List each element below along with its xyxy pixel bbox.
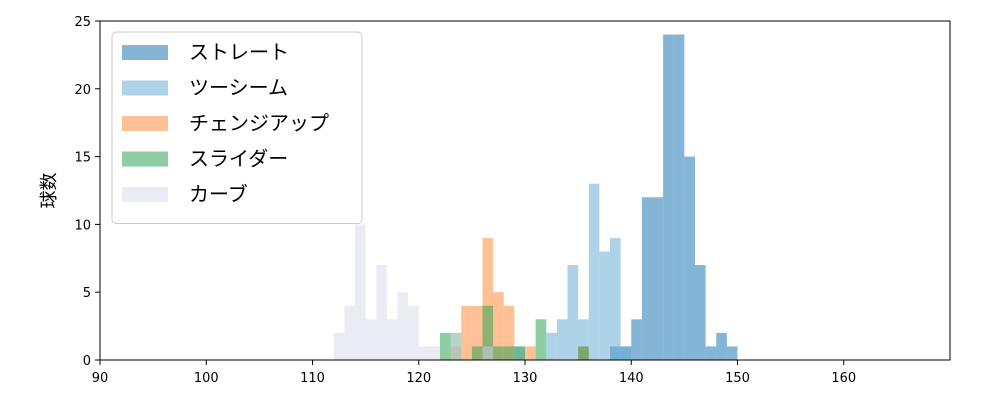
histogram-bar-series-1 bbox=[578, 319, 589, 360]
histogram-bar-series-4 bbox=[482, 346, 494, 360]
histogram-bar-series-2 bbox=[471, 305, 483, 360]
y-tick-label: 25 bbox=[74, 15, 91, 30]
x-axis: 90 100 110 120 130 140 150 160 bbox=[92, 360, 856, 386]
histogram-bar-series-4 bbox=[397, 292, 409, 360]
legend-box bbox=[111, 31, 363, 224]
histogram-bar-series-4 bbox=[355, 224, 366, 360]
histogram-bar-series-3 bbox=[493, 346, 504, 360]
legend-label: カーブ bbox=[189, 182, 248, 206]
histogram-bar-series-0 bbox=[695, 265, 706, 360]
y-axis: 0 5 10 15 20 25 bbox=[74, 15, 100, 369]
histogram-bar-series-0 bbox=[641, 197, 653, 360]
x-tick-label: 110 bbox=[300, 371, 325, 386]
histogram-bar-series-1 bbox=[610, 237, 621, 360]
histogram-bar-series-3 bbox=[578, 346, 589, 360]
histogram-bar-series-0 bbox=[631, 319, 642, 360]
histogram-bar-series-0 bbox=[673, 34, 685, 361]
histogram-bars bbox=[333, 34, 738, 361]
histogram-bar-series-4 bbox=[376, 265, 387, 360]
histogram-bar-series-4 bbox=[386, 319, 398, 360]
y-tick-label: 15 bbox=[74, 151, 91, 166]
y-axis-label: 球数 bbox=[39, 173, 60, 209]
histogram-bar-series-3 bbox=[535, 319, 547, 360]
histogram-bar-series-1 bbox=[556, 319, 568, 360]
histogram-bar-series-4 bbox=[450, 332, 462, 360]
histogram-bar-series-1 bbox=[588, 183, 600, 360]
histogram-bar-series-2 bbox=[461, 305, 472, 360]
x-tick-label: 100 bbox=[194, 371, 219, 386]
histogram-bar-series-0 bbox=[663, 34, 674, 361]
histogram-bar-series-4 bbox=[418, 346, 430, 360]
legend-swatch bbox=[122, 80, 168, 96]
histogram-bar-series-3 bbox=[482, 305, 494, 360]
histogram-bar-series-3 bbox=[471, 346, 483, 360]
y-tick-label: 20 bbox=[74, 83, 91, 98]
histogram-bar-series-3 bbox=[514, 346, 525, 360]
y-tick-label: 5 bbox=[83, 286, 91, 301]
x-tick-label: 90 bbox=[92, 371, 109, 386]
histogram-bar-series-2 bbox=[525, 346, 536, 360]
histogram-bar-series-2 bbox=[503, 305, 515, 360]
x-tick-label: 130 bbox=[513, 371, 538, 386]
histogram-bar-series-1 bbox=[620, 346, 632, 360]
histogram-bar-series-0 bbox=[684, 156, 695, 360]
x-tick-label: 120 bbox=[406, 371, 431, 386]
histogram-bar-series-0 bbox=[652, 197, 664, 360]
x-tick-label: 140 bbox=[619, 371, 644, 386]
legend-label: チェンジアップ bbox=[189, 111, 329, 135]
x-tick-label: 160 bbox=[831, 371, 856, 386]
y-tick-label: 0 bbox=[83, 354, 91, 369]
histogram-bar-series-0 bbox=[705, 346, 717, 360]
histogram-bar-series-1 bbox=[599, 251, 610, 360]
histogram-bar-series-4 bbox=[429, 346, 440, 360]
y-tick-label: 10 bbox=[74, 218, 91, 233]
histogram-bar-series-4 bbox=[333, 332, 345, 360]
legend-swatch bbox=[122, 45, 168, 60]
histogram-bar-series-3 bbox=[503, 346, 515, 360]
legend-swatch bbox=[122, 187, 168, 202]
legend-swatch bbox=[122, 116, 168, 131]
histogram-bar-series-1 bbox=[546, 332, 557, 360]
histogram-bar-series-2 bbox=[493, 292, 504, 360]
histogram-bar-series-4 bbox=[344, 305, 355, 360]
histogram-bar-series-0 bbox=[716, 332, 727, 360]
histogram-bar-series-4 bbox=[365, 319, 377, 360]
x-tick-label: 150 bbox=[725, 371, 750, 386]
legend-label: ストレート bbox=[189, 40, 289, 64]
histogram-bar-series-4 bbox=[408, 305, 419, 360]
histogram-bar-series-3 bbox=[440, 332, 451, 360]
legend-label: ツーシーム bbox=[189, 76, 288, 100]
histogram-bar-series-2 bbox=[482, 237, 494, 360]
legend-label: スライダー bbox=[189, 147, 288, 171]
histogram-bar-series-1 bbox=[567, 265, 579, 360]
histogram-bar-series-0 bbox=[726, 346, 738, 360]
legend-swatch bbox=[122, 151, 168, 167]
